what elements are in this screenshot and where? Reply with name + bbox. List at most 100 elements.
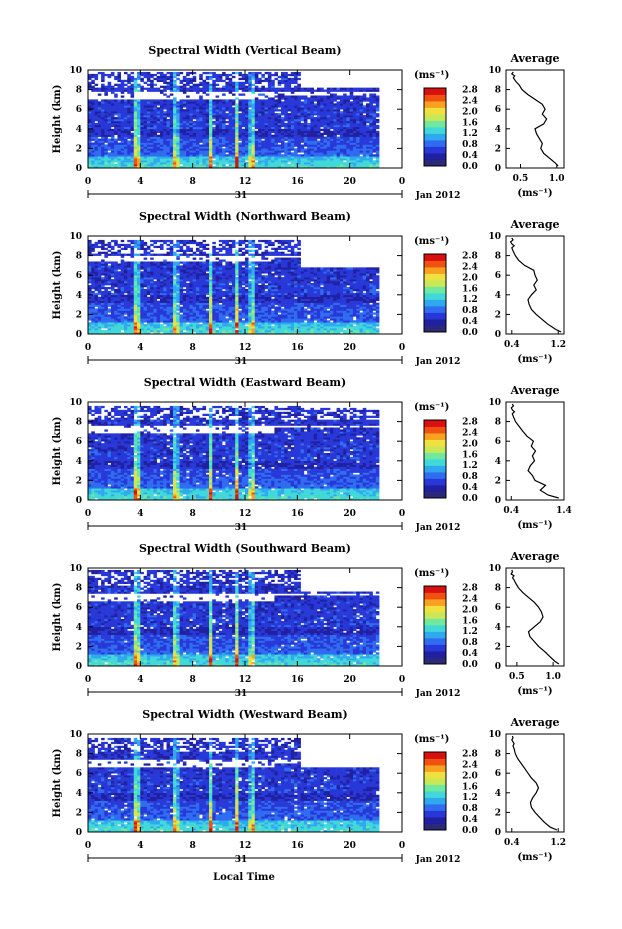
- heatmap-cell: [228, 107, 233, 110]
- heatmap-cell: [143, 109, 148, 112]
- heatmap-cell: [94, 144, 99, 147]
- heatmap-cell: [254, 132, 259, 135]
- heatmap-cell: [176, 148, 180, 151]
- heatmap-cell: [375, 142, 380, 145]
- heatmap-cell: [173, 328, 177, 331]
- heatmap-cell: [307, 101, 311, 104]
- heatmap-cell: [339, 142, 344, 145]
- heatmap-cell: [199, 113, 203, 116]
- heatmap-cell: [323, 97, 328, 100]
- heatmap-cell: [258, 122, 262, 126]
- heatmap-cell: [133, 138, 138, 141]
- heatmap-cell: [280, 164, 285, 167]
- heatmap-cell: [163, 156, 167, 159]
- heatmap-cell: [186, 312, 190, 315]
- heatmap-cell: [117, 322, 122, 325]
- heatmap-cell: [189, 136, 193, 139]
- heatmap-cell: [101, 152, 105, 155]
- heatmap-cell: [127, 111, 131, 114]
- heatmap-cell: [120, 300, 125, 303]
- heatmap-cell: [133, 288, 138, 292]
- heatmap-cell: [133, 166, 138, 169]
- heatmap-cell: [271, 73, 275, 77]
- heatmap-cell: [248, 75, 252, 79]
- heatmap-cell: [123, 253, 128, 256]
- heatmap-cell: [110, 150, 115, 153]
- heatmap-cell: [91, 148, 95, 151]
- heatmap-cell: [251, 71, 256, 75]
- heatmap-cell: [120, 152, 125, 155]
- heatmap-cell: [130, 249, 135, 252]
- heatmap-cell: [222, 126, 226, 130]
- heatmap-cell: [123, 281, 128, 284]
- heatmap-cell: [163, 132, 167, 135]
- heatmap-cell: [146, 271, 151, 274]
- heatmap-cell: [186, 292, 190, 296]
- heatmap-cell: [212, 142, 216, 145]
- heatmap-cell: [107, 286, 112, 290]
- heatmap-cell: [218, 87, 223, 90]
- heatmap-cell: [277, 97, 282, 100]
- heatmap-cell: [280, 111, 285, 114]
- heatmap-cell: [330, 160, 334, 163]
- heatmap-cell: [241, 164, 246, 167]
- heatmap-cell: [97, 263, 102, 266]
- heatmap-cell: [101, 85, 105, 88]
- heatmap-cell: [110, 292, 115, 296]
- heatmap-cell: [104, 73, 108, 77]
- heatmap-cell: [88, 162, 92, 165]
- heatmap-cell: [182, 265, 187, 268]
- heatmap-cell: [352, 152, 357, 155]
- heatmap-cell: [359, 89, 364, 92]
- heatmap-cell: [215, 128, 220, 132]
- heatmap-cell: [117, 113, 122, 116]
- heatmap-cell: [346, 107, 350, 110]
- heatmap-cell: [228, 162, 233, 165]
- heatmap-cell: [231, 115, 236, 118]
- heatmap-cell: [199, 117, 203, 120]
- heatmap-cell: [284, 111, 288, 114]
- heatmap-cell: [163, 259, 167, 262]
- heatmap-cell: [97, 103, 102, 106]
- heatmap-cell: [218, 158, 223, 161]
- heatmap-cell: [101, 166, 105, 169]
- heatmap-cell: [294, 99, 298, 102]
- heatmap-cell: [274, 117, 279, 120]
- heatmap-cell: [127, 239, 131, 243]
- heatmap-cell: [326, 95, 331, 98]
- heatmap-cell: [352, 126, 357, 130]
- heatmap-cell: [228, 77, 233, 81]
- heatmap-cell: [169, 296, 174, 300]
- heatmap-cell: [94, 304, 99, 307]
- heatmap-cell: [271, 97, 275, 100]
- heatmap-cell: [300, 95, 305, 98]
- heatmap-cell: [130, 144, 135, 147]
- heatmap-cell: [186, 132, 190, 135]
- heatmap-cell: [94, 310, 99, 313]
- heatmap-cell: [104, 324, 108, 327]
- heatmap-cell: [179, 99, 184, 102]
- heatmap-cell: [369, 166, 373, 169]
- heatmap-cell: [137, 283, 141, 286]
- heatmap-cell: [320, 146, 324, 149]
- heatmap-cell: [320, 162, 324, 165]
- heatmap-cell: [287, 152, 292, 155]
- heatmap-cell: [104, 101, 108, 104]
- heatmap-cell: [186, 81, 190, 85]
- heatmap-cell: [248, 83, 252, 86]
- heatmap-cell: [189, 150, 193, 153]
- heatmap-cell: [120, 306, 125, 309]
- heatmap-cell: [313, 124, 318, 128]
- heatmap-cell: [307, 109, 311, 112]
- heatmap-cell: [251, 152, 256, 155]
- heatmap-cell: [153, 245, 157, 249]
- heatmap-cell: [248, 154, 252, 157]
- heatmap-cell: [343, 101, 347, 104]
- heatmap-cell: [372, 95, 377, 98]
- heatmap-cell: [362, 93, 367, 96]
- heatmap-cell: [169, 322, 174, 325]
- heatmap-cell: [123, 128, 128, 132]
- heatmap-cell: [133, 162, 138, 165]
- heatmap-cell: [326, 111, 331, 114]
